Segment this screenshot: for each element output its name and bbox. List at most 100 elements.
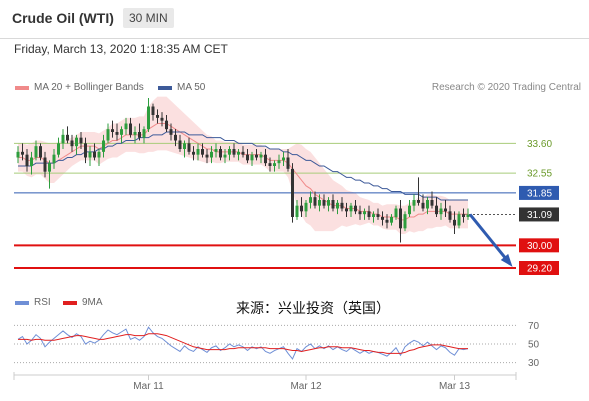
candle-body-65: [309, 197, 312, 203]
candle-body-10: [61, 134, 65, 144]
candle-body-85: [399, 208, 402, 229]
instrument-title: Crude Oil (WTI): [12, 10, 114, 26]
interval-badge[interactable]: 30 MIN: [123, 8, 174, 28]
legend-ma50: MA 50: [158, 82, 205, 93]
candle-body-32: [160, 117, 164, 121]
candle-body-38: [187, 143, 191, 152]
candle-body-60: [286, 157, 290, 169]
candle-body-0: [16, 151, 20, 158]
legend-label-ma50: MA 50: [177, 82, 206, 93]
candle-body-99: [462, 214, 465, 217]
x-tick-label-0: Mar 11: [133, 381, 164, 392]
rsi-panel: 70 50 30: [14, 321, 540, 369]
legend-label-9ma: 9MA: [82, 297, 103, 308]
candle-body-23: [120, 129, 123, 135]
candle-body-67: [318, 200, 321, 206]
x-tick-label-2: Mar 13: [439, 381, 471, 392]
candle-body-27: [138, 132, 141, 138]
candle-body-83: [390, 217, 393, 223]
candle-body-16: [88, 151, 92, 158]
candle-body-40: [196, 149, 200, 155]
candle-body-89: [417, 200, 420, 203]
candle-body-3: [30, 157, 33, 166]
legend-9ma: 9MA: [63, 297, 103, 308]
candle-body-48: [232, 149, 236, 155]
level-label-3: 31.09: [527, 210, 552, 221]
candle-body-54: [259, 154, 263, 158]
level-label-1: 32.55: [527, 169, 552, 180]
candle-body-7: [48, 163, 51, 172]
candle-body-41: [201, 149, 204, 155]
candle-body-29: [147, 106, 150, 130]
candle-body-20: [106, 129, 110, 141]
level-label-5: 29.20: [527, 264, 552, 275]
candle-body-43: [210, 151, 213, 158]
x-axis: Mar 11 Mar 12 Mar 13: [13, 372, 517, 392]
rsi-level-label-2: 30: [528, 358, 540, 369]
candle-body-50: [241, 151, 245, 155]
candle-body-58: [277, 160, 281, 164]
rsi-level-label-1: 50: [528, 340, 540, 351]
candle-body-15: [84, 143, 87, 158]
candle-body-72: [340, 202, 344, 209]
candle-body-42: [205, 154, 209, 158]
candle-body-63: [300, 205, 303, 212]
candle-body-71: [336, 202, 339, 209]
candle-body-68: [322, 200, 326, 206]
legend-swatch-9ma: [63, 300, 77, 305]
candle-body-79: [372, 214, 375, 217]
candle-body-47: [228, 149, 231, 155]
legend-label-ma20: MA 20 + Bollinger Bands: [34, 82, 144, 93]
chart-header: Crude Oil (WTI) 30 MIN: [0, 0, 589, 39]
candle-body-56: [268, 163, 272, 166]
candle-body-55: [264, 154, 267, 164]
x-tick-label-1: Mar 12: [290, 381, 322, 392]
candle-body-86: [403, 214, 407, 229]
legend-rsi: RSI: [15, 297, 51, 308]
level-tag-3: [519, 207, 559, 222]
source-note: 来源：兴业投资（英国）: [236, 301, 390, 317]
forecast-arrow-shaft: [468, 213, 512, 265]
candle-body-80: [376, 214, 380, 217]
legend-ma20-bollinger: MA 20 + Bollinger Bands: [15, 82, 144, 93]
candle-body-36: [178, 140, 182, 149]
candle-body-59: [282, 157, 285, 161]
chart-timestamp: Friday, March 13, 2020 1:18:35 AM CET: [14, 42, 228, 56]
candle-body-91: [426, 200, 429, 209]
candle-body-66: [313, 197, 317, 206]
candle-body-52: [250, 154, 254, 161]
level-label-0: 33.60: [527, 139, 552, 150]
candle-body-2: [25, 154, 29, 166]
candle-body-81: [381, 217, 384, 220]
level-tag-5: [519, 261, 559, 275]
forecast-arrow-head: [500, 253, 513, 267]
candle-body-73: [345, 208, 348, 212]
candle-body-75: [354, 205, 357, 212]
candle-body-26: [133, 132, 137, 135]
level-tag-2: [519, 185, 559, 200]
candle-body-34: [169, 129, 173, 135]
level-label-2: 31.85: [527, 188, 552, 199]
candle-body-35: [174, 134, 177, 141]
candle-body-93: [435, 205, 438, 215]
candle-body-78: [367, 211, 371, 217]
candle-body-5: [39, 146, 42, 158]
candle-body-4: [34, 146, 38, 158]
candle-body-6: [43, 157, 47, 172]
candle-body-24: [124, 123, 128, 130]
level-label-4: 30.00: [527, 241, 552, 252]
candles-layer: [16, 98, 513, 267]
candle-body-21: [111, 129, 114, 132]
candle-body-25: [129, 123, 132, 135]
candle-body-64: [304, 202, 308, 212]
rsi-9ma-line: [18, 333, 468, 354]
candle-body-95: [444, 208, 447, 212]
candle-body-11: [66, 134, 69, 141]
candle-body-45: [219, 149, 222, 158]
price-levels-layer: 33.60 32.55 31.85 31.09 30.00 29.20: [14, 139, 559, 275]
candle-body-17: [93, 151, 96, 158]
candle-body-13: [75, 137, 78, 147]
candle-body-30: [151, 106, 155, 115]
candle-body-76: [358, 211, 362, 215]
